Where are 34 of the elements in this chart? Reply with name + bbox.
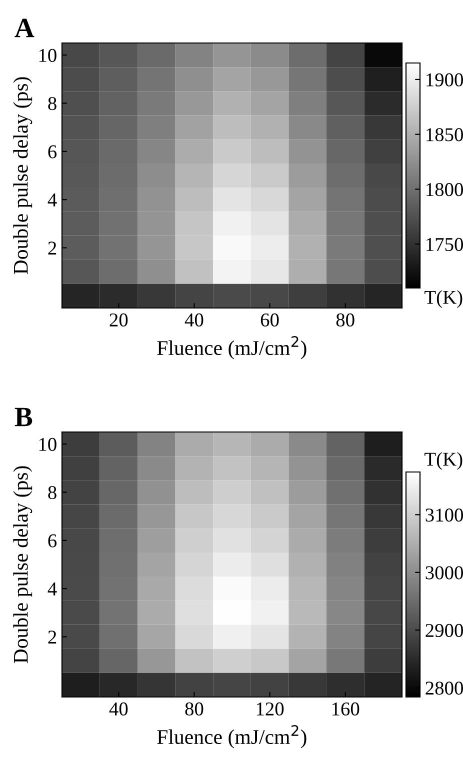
y-tick-label: 4 (48, 194, 57, 206)
color-bar-label: 3000 (426, 566, 463, 580)
y-tick-label: 10 (39, 438, 56, 451)
x-tick-label: 80 (185, 702, 204, 716)
y-axis-title: Double pulse delay (ps) (13, 77, 32, 274)
x-tick-label: 40 (184, 313, 204, 327)
x-tick-label: 160 (332, 702, 360, 716)
y-tick-label: 8 (48, 97, 56, 110)
x-tick-label: 40 (109, 702, 128, 716)
y-tick-label: 6 (48, 145, 57, 158)
y-tick-label: 6 (48, 534, 57, 548)
color-bar-label: 2900 (426, 624, 463, 638)
color-bar-label: 1750 (426, 238, 463, 252)
y-tick-label: 4 (48, 582, 57, 596)
color-bar-label: 1900 (426, 73, 463, 86)
y-tick-label: 2 (48, 242, 56, 255)
y-tick-label: 10 (39, 48, 56, 62)
y-axis-title: Double pulse delay (ps) (13, 466, 32, 664)
x-axis-title: Fluence (mJ/cm$^{2}$) (157, 336, 306, 360)
chart-title: A (14, 18, 34, 38)
color-bar-label: 1800 (426, 183, 463, 196)
color-bar-label: 3100 (426, 508, 463, 522)
chart-title: B (14, 408, 32, 426)
x-tick-label: 20 (110, 313, 128, 327)
color-bar-label: 2800 (426, 682, 463, 695)
x-tick-label: 120 (256, 702, 284, 716)
color-bar-title: T(K) (424, 290, 462, 308)
color-bar-label: 1850 (426, 128, 463, 142)
x-axis-title: Fluence (mJ/cm$^{2}$) (157, 725, 306, 748)
x-tick-label: 60 (260, 313, 279, 327)
x-tick-label: 80 (336, 313, 354, 327)
y-tick-label: 8 (48, 486, 56, 500)
y-tick-label: 2 (48, 630, 56, 644)
color-bar-title: T(K) (424, 452, 462, 470)
